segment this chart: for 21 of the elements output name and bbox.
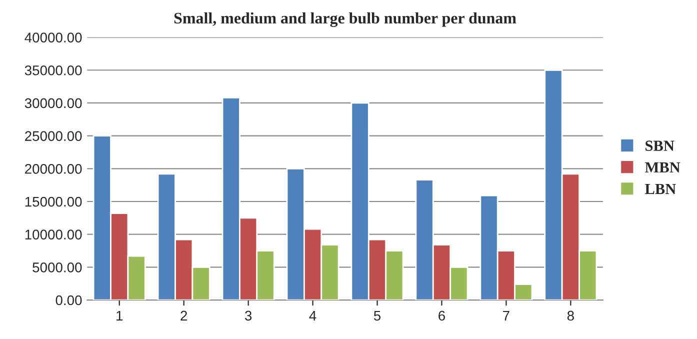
y-tick-label: 30000.00 <box>24 98 82 108</box>
legend-label: MBN <box>644 162 680 172</box>
x-tick-label: 4 <box>309 310 316 320</box>
y-tick-label: 35000.00 <box>24 65 82 76</box>
x-tick-label: 8 <box>567 310 574 321</box>
legend-label: LBN <box>644 184 676 194</box>
y-tick-label: 10000.00 <box>25 230 82 240</box>
x-tick-label: 3 <box>244 310 252 321</box>
y-tick-label: 15000.00 <box>25 196 82 207</box>
x-tick-label: 6 <box>438 310 445 321</box>
chart-title: Small, medium and large bulb number per dunam <box>174 12 516 27</box>
y-tick-label: 20000.00 <box>25 164 82 174</box>
y-tick-label: 5000.00 <box>32 262 82 272</box>
y-tick-label: 40000.00 <box>24 32 82 42</box>
x-tick-label: 1 <box>116 310 123 320</box>
legend-label: SBN <box>646 140 674 151</box>
x-tick-label: 2 <box>180 310 187 320</box>
y-tick-label: 0.00 <box>56 295 82 306</box>
x-tick-label: 5 <box>374 310 381 321</box>
x-tick-label: 7 <box>503 310 510 320</box>
y-tick-label: 25000.00 <box>25 131 82 141</box>
